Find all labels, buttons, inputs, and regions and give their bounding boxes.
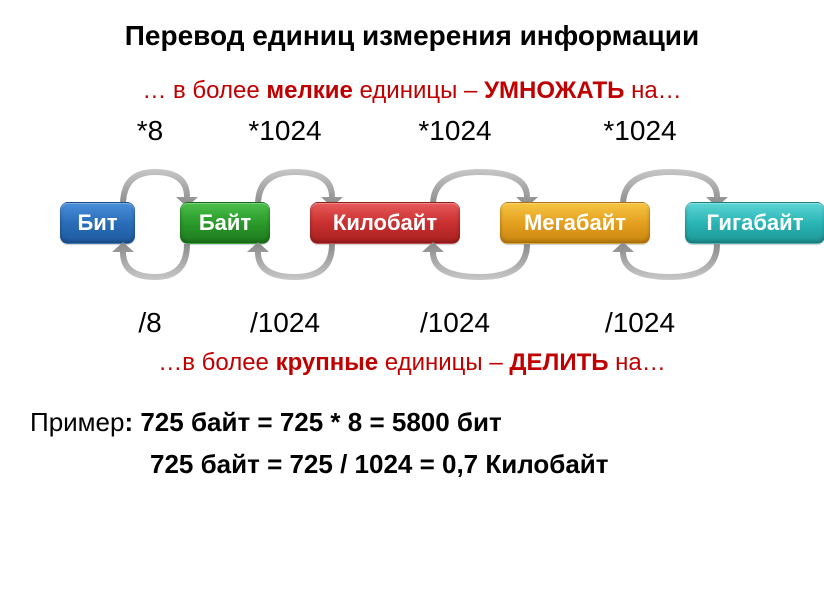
example-line-1: Пример: 725 байт = 725 * 8 = 5800 бит [30,402,794,444]
arrow-bottom-0 [105,242,205,292]
subtitle-multiply: … в более мелкие единицы – УМНОЖАТЬ на… [30,77,794,105]
arrow-bottom-3 [605,242,735,292]
unit-byte: Байт [180,202,270,244]
sub-bot-word2: ДЕЛИТЬ [509,349,608,376]
divider-2: /1024 [360,307,550,339]
example-label: Пример [30,407,124,437]
sub-top-word2: УМНОЖАТЬ [484,77,624,104]
sub-top-word1: мелкие [266,77,352,104]
page-title: Перевод единиц измерения информации [30,20,794,52]
divider-3: /1024 [550,307,730,339]
sub-bot-word1: крупные [276,349,379,376]
sub-bot-mid: единицы – [378,349,509,376]
sub-top-prefix: … в более [142,77,266,104]
sub-top-suffix: на… [624,77,681,104]
unit-diagram: Бит Байт Килобайт Мегабайт Гигабайт [30,152,794,302]
subtitle-divide: …в более крупные единицы – ДЕЛИТЬ на… [30,349,794,377]
arrow-bottom-1 [240,242,350,292]
unit-bit: Бит [60,202,135,244]
arrow-top-0 [105,157,205,207]
dividers-row: /8 /1024 /1024 /1024 [30,307,794,339]
unit-kilobyte: Килобайт [310,202,460,244]
sub-top-mid: единицы – [353,77,484,104]
example-block: Пример: 725 байт = 725 * 8 = 5800 бит 72… [30,402,794,485]
arrow-top-1 [240,157,350,207]
multiplier-0: *8 [90,115,210,147]
multipliers-row: *8 *1024 *1024 *1024 [30,115,794,147]
divider-0: /8 [90,307,210,339]
example-line-2: 725 байт = 725 / 1024 = 0,7 Килобайт [30,444,794,486]
example-text-1: : 725 байт = 725 * 8 = 5800 бит [124,407,501,437]
multiplier-1: *1024 [210,115,360,147]
multiplier-3: *1024 [550,115,730,147]
multiplier-2: *1024 [360,115,550,147]
sub-bot-prefix: …в более [158,349,275,376]
unit-megabyte: Мегабайт [500,202,650,244]
arrow-bottom-2 [415,242,545,292]
arrow-top-2 [415,157,545,207]
divider-1: /1024 [210,307,360,339]
sub-bot-suffix: на… [608,349,665,376]
arrow-top-3 [605,157,735,207]
unit-gigabyte: Гигабайт [685,202,824,244]
